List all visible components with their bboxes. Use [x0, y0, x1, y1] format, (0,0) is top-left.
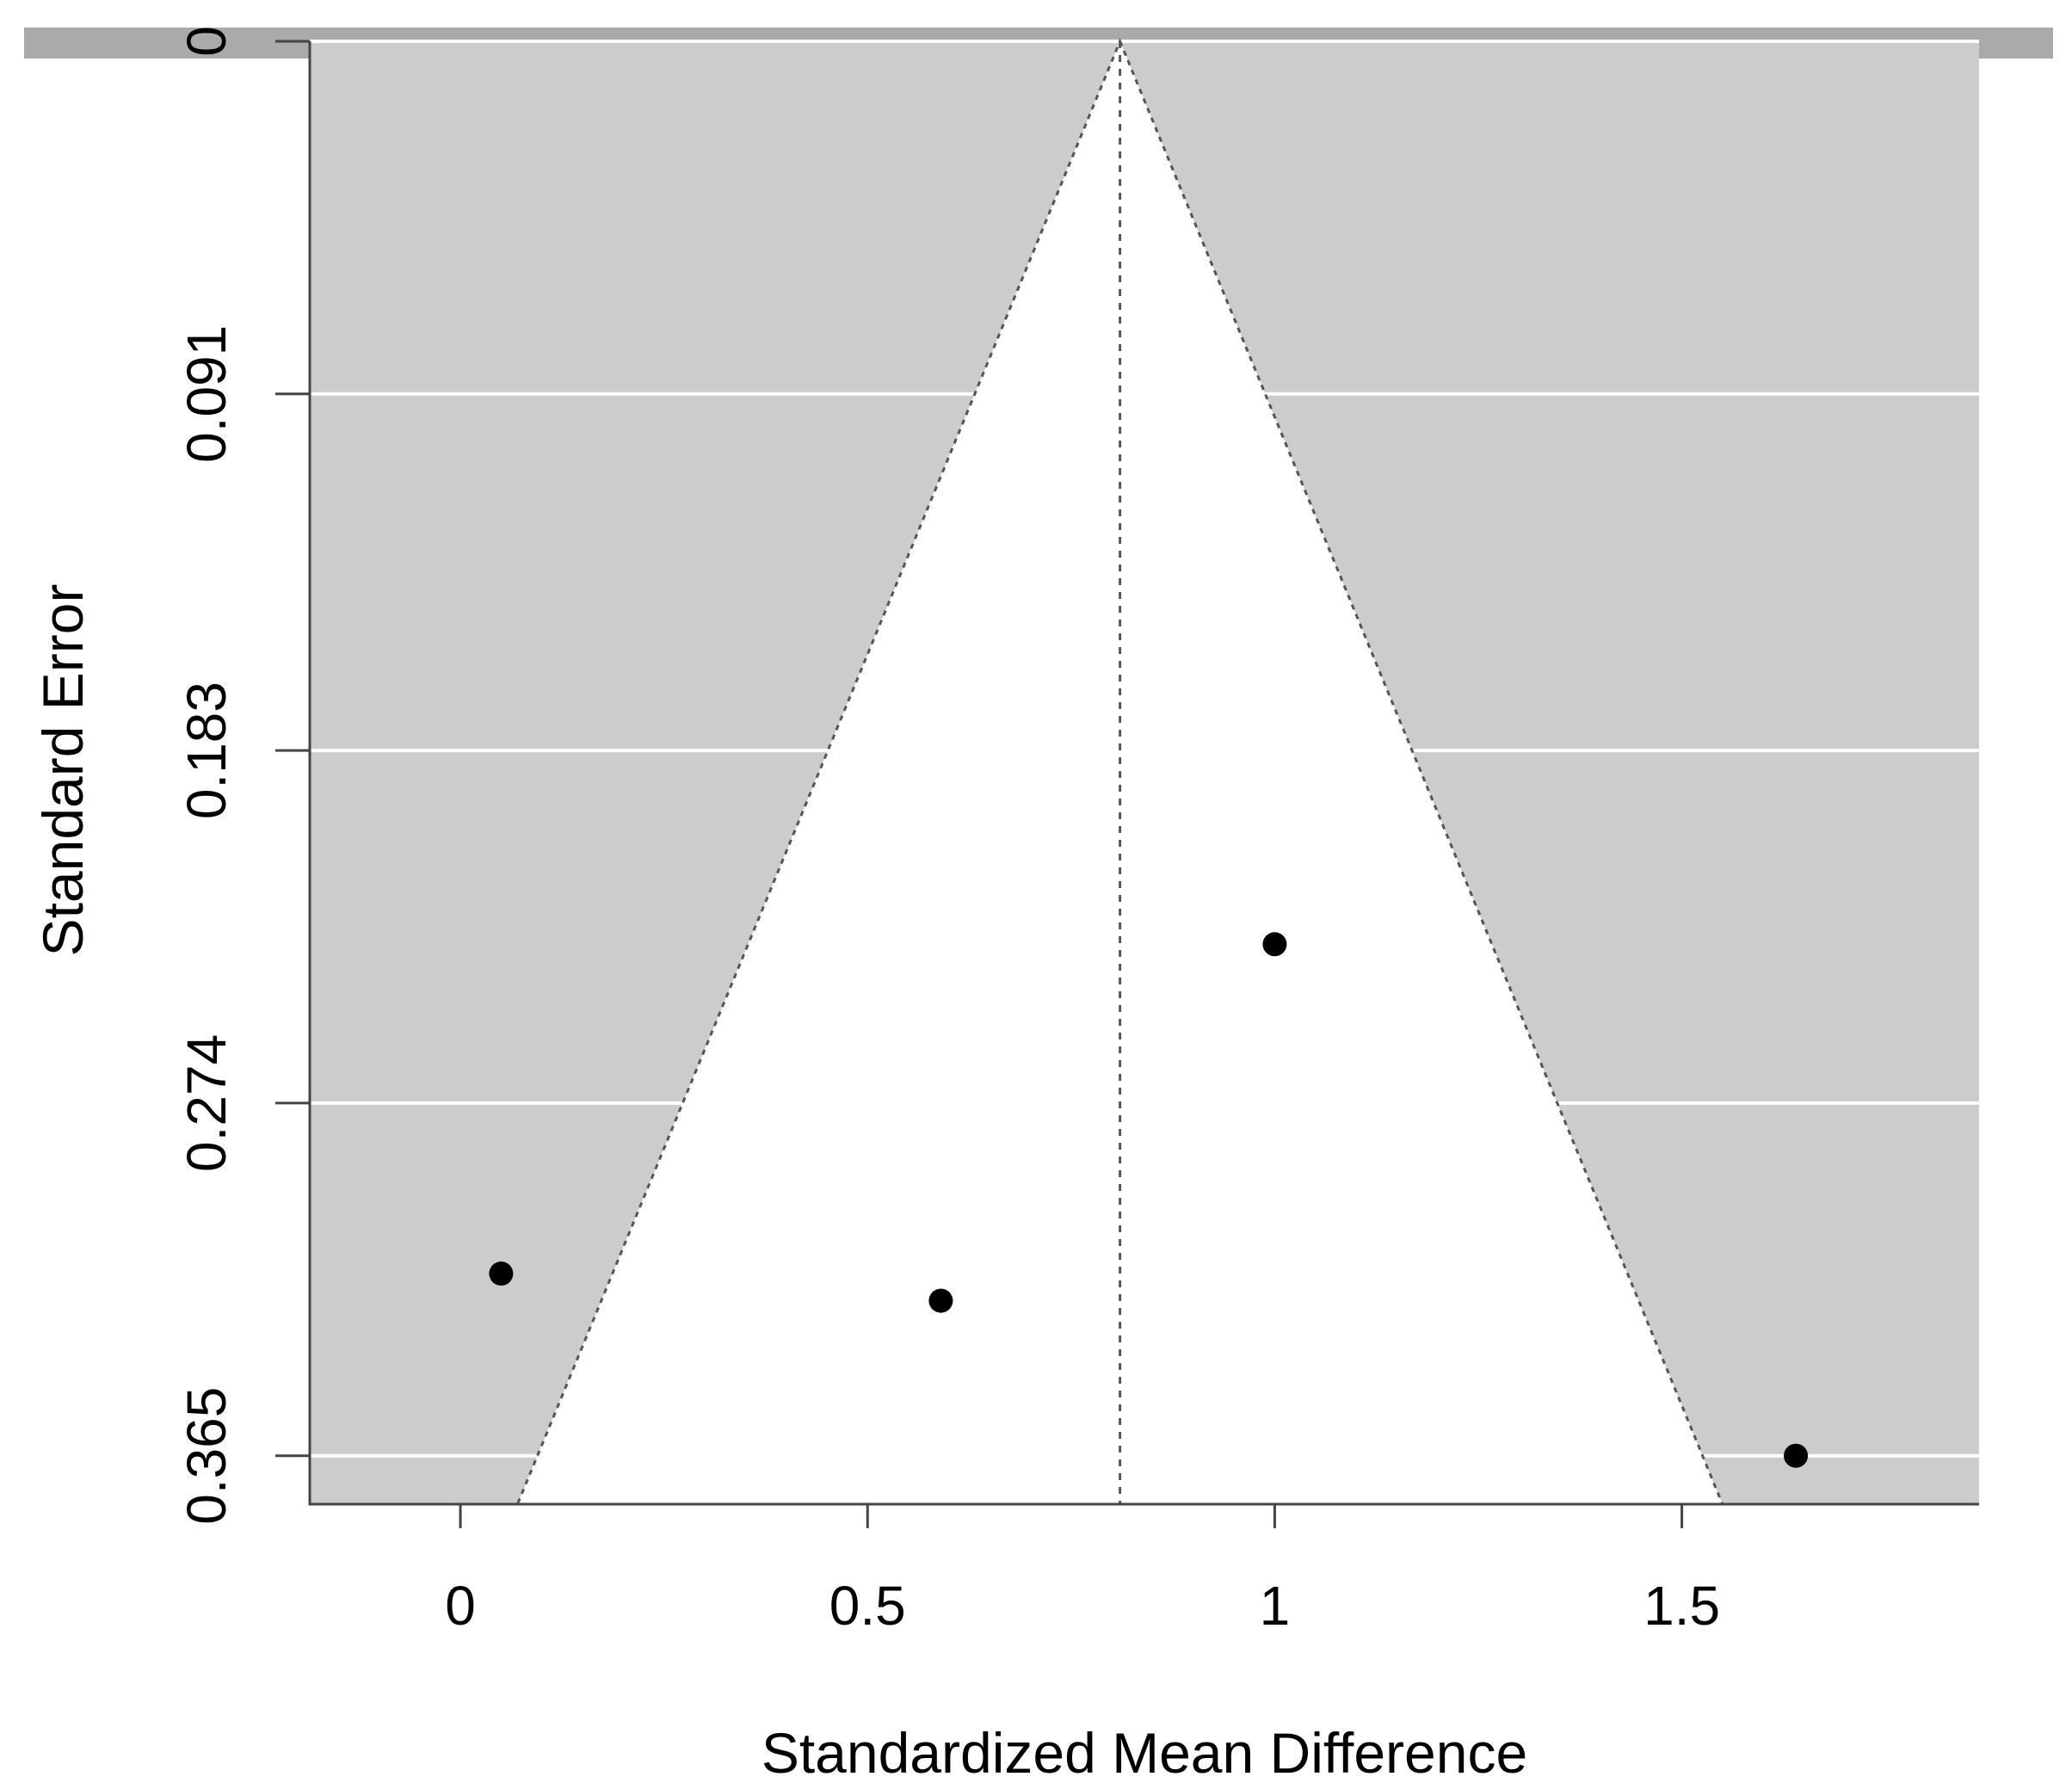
data-point-0 — [489, 1262, 514, 1286]
y-tick-label-2: 0.183 — [176, 682, 237, 819]
x-tick-label-0: 0 — [445, 1575, 476, 1637]
data-point-2 — [1262, 932, 1287, 957]
x-tick-label-1: 0.5 — [829, 1575, 906, 1637]
data-point-3 — [1784, 1443, 1809, 1468]
y-tick-label-0: 0 — [176, 26, 237, 57]
y-tick-label-4: 0.365 — [176, 1387, 237, 1525]
y-tick-label-3: 0.274 — [176, 1034, 237, 1172]
x-tick-label-2: 1 — [1260, 1575, 1291, 1637]
x-axis: 0 0.5 1 1.5 — [445, 1504, 1720, 1637]
data-point-1 — [928, 1288, 953, 1313]
y-axis-label: Standard Error — [31, 584, 95, 957]
plot-area — [308, 38, 1979, 1506]
study-points — [489, 932, 1809, 1468]
axes-frame — [308, 41, 1979, 1506]
x-axis-label: Standardized Mean Difference — [762, 1721, 1527, 1785]
y-tick-label-1: 0.091 — [176, 325, 237, 463]
x-tick-label-3: 1.5 — [1643, 1575, 1720, 1637]
y-axis: 0 0.091 0.183 0.274 0.365 — [176, 26, 310, 1525]
